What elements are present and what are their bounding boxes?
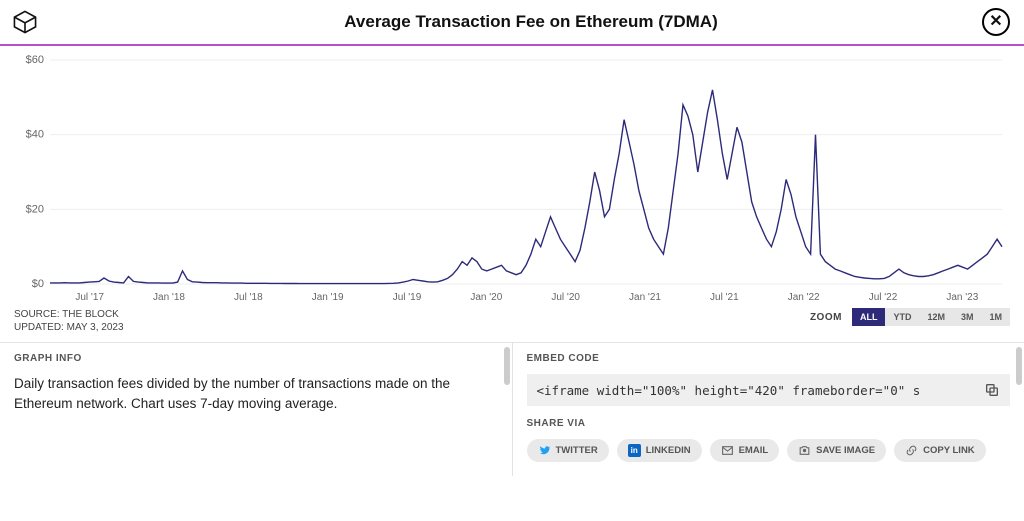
- share-twitter-label: TWITTER: [556, 445, 598, 456]
- share-linkedin-label: LINKEDIN: [646, 445, 691, 456]
- svg-text:Jul '17: Jul '17: [75, 292, 104, 303]
- logo-icon: [12, 9, 38, 35]
- zoom-1m-button[interactable]: 1M: [981, 308, 1010, 326]
- svg-text:$40: $40: [26, 129, 44, 141]
- zoom-ytd-button[interactable]: YTD: [885, 308, 919, 326]
- svg-text:$20: $20: [26, 203, 44, 215]
- svg-text:Jan '19: Jan '19: [312, 292, 344, 303]
- share-save-label: SAVE IMAGE: [816, 445, 875, 456]
- svg-text:Jan '18: Jan '18: [153, 292, 185, 303]
- svg-text:$0: $0: [32, 278, 44, 290]
- svg-text:Jul '22: Jul '22: [869, 292, 898, 303]
- updated-value: MAY 3, 2023: [67, 322, 124, 333]
- source-value: THE BLOCK: [62, 309, 119, 320]
- svg-text:Jul '21: Jul '21: [710, 292, 739, 303]
- share-heading: SHARE VIA: [527, 418, 1011, 429]
- share-copy-label: COPY LINK: [923, 445, 975, 456]
- share-buttons: TWITTER inLINKEDIN EMAIL SAVE IMAGE COPY LIN…: [527, 439, 1011, 462]
- zoom-3m-button[interactable]: 3M: [953, 308, 982, 326]
- graph-info-panel: GRAPH INFO Daily transaction fees divide…: [0, 343, 513, 476]
- svg-text:Jan '23: Jan '23: [946, 292, 978, 303]
- svg-text:$60: $60: [26, 54, 44, 66]
- page-title: Average Transaction Fee on Ethereum (7DM…: [50, 12, 1012, 32]
- meta-row: SOURCE: THE BLOCK UPDATED: MAY 3, 2023 Z…: [0, 304, 1024, 342]
- zoom-controls: ZOOM ALLYTD12M3M1M: [810, 308, 1010, 326]
- share-linkedin-button[interactable]: inLINKEDIN: [617, 439, 702, 462]
- graph-info-heading: GRAPH INFO: [14, 353, 498, 364]
- scrollbar[interactable]: [1016, 347, 1022, 385]
- graph-info-text: Daily transaction fees divided by the nu…: [14, 374, 498, 413]
- share-twitter-button[interactable]: TWITTER: [527, 439, 609, 462]
- share-copy-button[interactable]: COPY LINK: [894, 439, 986, 462]
- svg-text:Jan '20: Jan '20: [470, 292, 502, 303]
- svg-text:Jul '18: Jul '18: [234, 292, 263, 303]
- embed-code-text: <iframe width="100%" height="420" frameb…: [537, 383, 977, 398]
- copy-icon[interactable]: [984, 382, 1000, 398]
- updated-label: UPDATED:: [14, 322, 64, 333]
- zoom-12m-button[interactable]: 12M: [919, 308, 953, 326]
- source-label: SOURCE:: [14, 309, 60, 320]
- svg-text:Jan '22: Jan '22: [788, 292, 820, 303]
- embed-code-box[interactable]: <iframe width="100%" height="420" frameb…: [527, 374, 1011, 406]
- header: Average Transaction Fee on Ethereum (7DM…: [0, 0, 1024, 46]
- zoom-label: ZOOM: [810, 312, 842, 323]
- svg-text:Jan '21: Jan '21: [629, 292, 661, 303]
- embed-heading: EMBED CODE: [527, 353, 1011, 364]
- chart-area: $0 $20 $40 $60 Jul '17 Jan '18 Jul '18 Jan '19 J…: [0, 46, 1024, 304]
- share-email-button[interactable]: EMAIL: [710, 439, 780, 462]
- zoom-all-button[interactable]: ALL: [852, 308, 886, 326]
- share-email-label: EMAIL: [739, 445, 769, 456]
- source-block: SOURCE: THE BLOCK UPDATED: MAY 3, 2023: [14, 308, 124, 334]
- line-chart: $0 $20 $40 $60 Jul '17 Jan '18 Jul '18 Jan '19 J…: [12, 54, 1012, 304]
- embed-share-panel: EMBED CODE <iframe width="100%" height="…: [513, 343, 1024, 476]
- svg-text:Jul '20: Jul '20: [551, 292, 580, 303]
- svg-text:Jul '19: Jul '19: [393, 292, 422, 303]
- scrollbar[interactable]: [504, 347, 510, 385]
- close-button[interactable]: ✕: [982, 8, 1010, 36]
- share-save-button[interactable]: SAVE IMAGE: [787, 439, 886, 462]
